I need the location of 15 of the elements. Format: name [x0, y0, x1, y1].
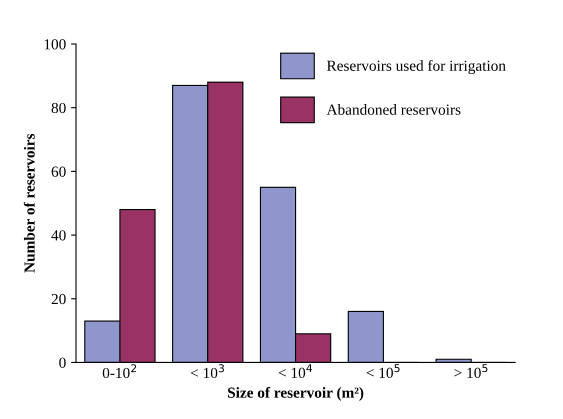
x-tick-label: 0-10$^{2}$ [102, 364, 136, 378]
y-tick-label: 60 [52, 166, 66, 177]
legend-label: Abandoned reservoirs [326, 104, 460, 115]
legend-label: Reservoirs used for irrigation [326, 60, 506, 74]
y-tick-label: 40 [51, 230, 66, 241]
x-tick-label: > 10$^{5}$ [454, 364, 488, 378]
y-tick-label: 20 [52, 294, 66, 304]
x-tick-label: < 10$^{4}$ [278, 364, 312, 378]
x-tick-label: < 10$^{3}$ [190, 364, 224, 378]
y-tick-label: 80 [52, 102, 66, 114]
y-axis-title: Number of reservoirs [24, 134, 35, 273]
x-axis-title: Size of reservoir (m²) [228, 386, 364, 401]
y-tick-label: 100 [44, 39, 66, 50]
y-tick-label: 0 [59, 358, 66, 368]
x-tick-label: < 10$^{5}$ [366, 364, 400, 378]
